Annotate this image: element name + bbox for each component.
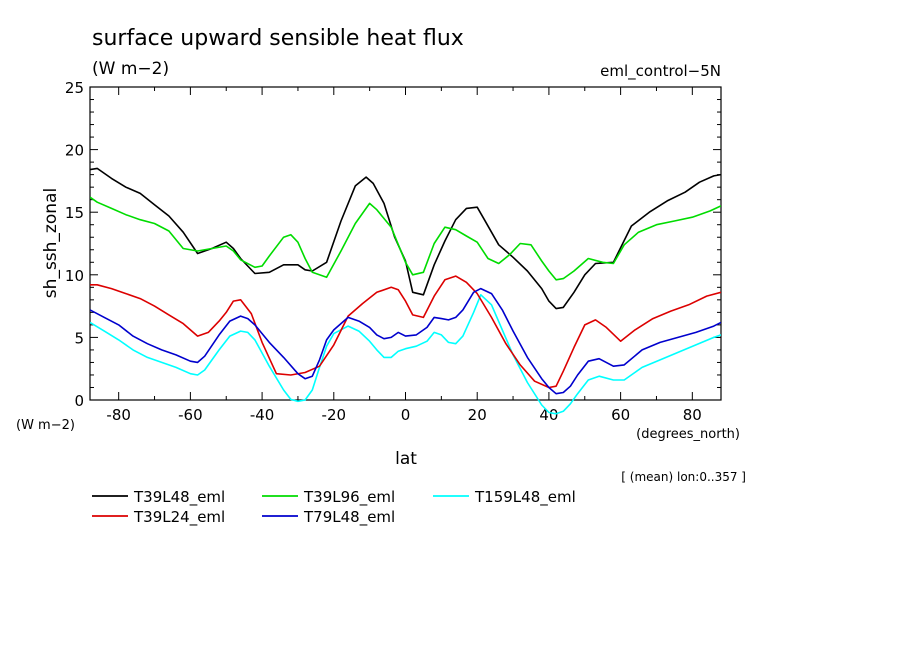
chart-subtitle: (W m−2) xyxy=(92,59,169,79)
y-tick-label: 10 xyxy=(65,267,84,285)
series-line-t159l48-eml xyxy=(90,293,721,415)
x-tick-label: -20 xyxy=(322,406,347,424)
y-axis-label: sh_ssh_zonal xyxy=(41,188,61,298)
x-tick-label: -40 xyxy=(250,406,275,424)
y-tick-label: 25 xyxy=(65,79,84,97)
y-axis-units: (W m−2) xyxy=(16,418,75,433)
x-tick-label: 80 xyxy=(683,406,702,424)
x-axis-units: (degrees_north) xyxy=(636,427,740,442)
series-lines xyxy=(90,167,721,415)
series-line-t39l48-eml xyxy=(90,167,721,310)
y-tick-label: 15 xyxy=(65,204,84,222)
y-tick-label: 20 xyxy=(65,142,84,160)
legend-label-t159l48-eml: T159L48_eml xyxy=(474,488,576,507)
x-tick-label: 20 xyxy=(468,406,487,424)
series-line-t39l96-eml xyxy=(90,196,721,281)
legend-label-t39l24-eml: T39L24_eml xyxy=(133,508,225,527)
legend-label-t79l48-eml: T79L48_eml xyxy=(303,508,395,527)
x-tick-label: 40 xyxy=(539,406,558,424)
experiment-label: eml_control−5N xyxy=(600,62,721,81)
legend-label-t39l48-eml: T39L48_eml xyxy=(133,488,225,507)
x-tick-label: 0 xyxy=(401,406,411,424)
x-axis-label: lat xyxy=(395,449,417,469)
legend: T39L48_eml T39L96_eml T159L48_eml T39L24_em… xyxy=(92,488,576,527)
x-tick-label: -80 xyxy=(106,406,131,424)
series-line-t39l24-eml xyxy=(90,275,721,389)
chart-title: surface upward sensible heat flux xyxy=(92,26,464,51)
mean-note: [ (mean) lon:0..357 ] xyxy=(621,470,746,484)
x-tick-label: 60 xyxy=(611,406,630,424)
series-line-t79l48-eml xyxy=(90,287,721,395)
y-tick-label: 0 xyxy=(74,392,84,410)
legend-label-t39l96-eml: T39L96_eml xyxy=(303,488,395,507)
x-tick-label: -60 xyxy=(178,406,203,424)
y-tick-label: 5 xyxy=(74,329,84,347)
plot-area: -80 -60 -40 -20 0 20 40 60 80 0 5 10 15 20 25 xyxy=(65,79,722,424)
